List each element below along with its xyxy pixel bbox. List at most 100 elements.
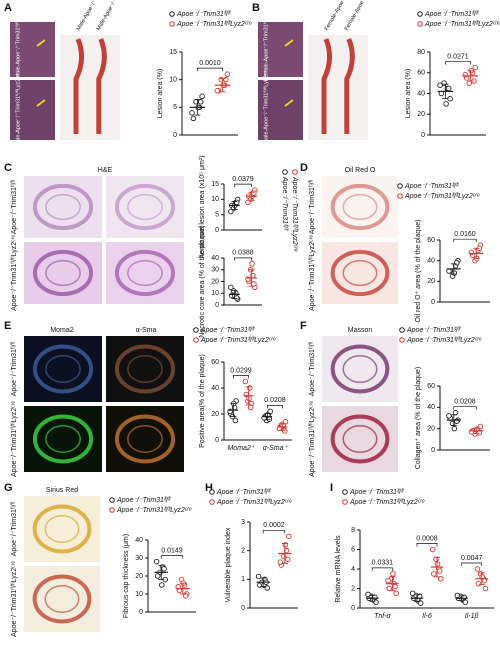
data-point	[454, 259, 460, 266]
aorta-bg	[308, 35, 368, 140]
p-value: 0.0379	[232, 176, 254, 183]
row-label: Apoe⁻/⁻Trim31ᶠˡ/ᶠˡ	[309, 342, 316, 397]
panel-title: H&E	[98, 167, 113, 174]
ord-image-lumen	[342, 259, 378, 287]
data-point	[390, 571, 396, 577]
data-point	[190, 115, 197, 122]
col-label: Moma2	[50, 327, 73, 334]
p-value: 0.0002	[263, 522, 285, 529]
sd-bar	[473, 427, 480, 434]
if-image-lumen	[45, 425, 81, 453]
sd-bar	[369, 594, 376, 602]
group-label: Il-6	[422, 613, 432, 620]
data-point	[247, 404, 254, 411]
legend-label: Apoe⁻/⁻Trim31ᶠˡ/ᶠˡLyz2ᶜʳᵉ	[404, 193, 480, 200]
legend-label: Apoe⁻/⁻Trim31ᶠˡ/ᶠˡ	[404, 183, 459, 190]
he-image-tissue	[114, 183, 176, 231]
legend-marker	[399, 327, 405, 333]
group-label: Il-1β	[465, 613, 479, 620]
y-tick-label: 0	[215, 302, 219, 309]
y-tick-label: 40	[427, 258, 435, 265]
sd-bar	[279, 423, 286, 431]
y-axis-label: Oil red O⁺ area (% of the plaque)	[415, 220, 422, 323]
ord-image-tissue	[330, 249, 390, 297]
he-image-tissue	[32, 183, 94, 231]
y-tick-label: 15	[211, 181, 219, 188]
sd-bar	[231, 289, 238, 299]
y-tick-label: 5	[173, 104, 177, 111]
data-point	[436, 568, 443, 574]
y-tick-label: 0	[173, 132, 177, 139]
sd-bar	[248, 191, 255, 201]
y-tick-label: 0	[241, 605, 245, 612]
p-bracket	[234, 183, 252, 188]
row-label: Male-Apoe⁻/⁻Trim31ᶠˡ/ᶠˡ	[14, 22, 21, 79]
if-image-tissue	[32, 344, 94, 394]
ord-image-tissue	[330, 183, 390, 231]
y-tick-label: 40	[135, 537, 143, 544]
row-label: Apoe⁻/⁻Trim31ᶠˡ/ᶠˡLyz2ᶜʳᵉ	[11, 401, 18, 477]
legend-marker	[209, 489, 215, 495]
data-point	[447, 95, 453, 102]
y-tick-label: 10	[211, 196, 219, 203]
p-value: 0.0299	[230, 367, 252, 374]
panel-title: Sirius Red	[46, 487, 78, 494]
arrow	[36, 39, 46, 107]
panel-letter: E	[4, 320, 11, 332]
p-bracket	[160, 555, 184, 559]
y-tick-label: 6	[351, 546, 355, 553]
data-point	[392, 583, 398, 590]
y-tick-label: 1	[241, 576, 245, 583]
group-label: α-Sma⁺	[263, 445, 289, 452]
panel-title: Oil Red O	[345, 167, 376, 174]
y-tick-label: 40	[417, 90, 425, 97]
data-point	[365, 591, 371, 598]
y-tick-label: 30	[211, 267, 219, 274]
sd-bar	[231, 201, 238, 210]
data-point	[286, 533, 292, 540]
p-bracket	[445, 61, 471, 65]
y-tick-label: 0	[351, 605, 355, 612]
y-axis-label: Lesion area (%)	[405, 69, 412, 118]
group-label: Tnf-α	[374, 613, 391, 620]
row-label: Apoe⁻/⁻Trim31ᶠˡ/ᶠˡ	[11, 180, 18, 235]
data-point	[255, 573, 262, 580]
data-point	[242, 378, 249, 385]
y-axis-label: Relative mRNA levels	[335, 535, 342, 603]
data-point	[393, 590, 399, 597]
aorta	[321, 38, 332, 134]
p-bracket	[453, 238, 477, 243]
y-tick-label: 5	[215, 212, 219, 219]
sd-bar	[260, 577, 267, 587]
data-point	[475, 580, 482, 587]
legend-label: Apoe⁻/⁻Trim31ᶠˡ/ᶠˡLyz2ᶜʳᵉ	[116, 507, 192, 514]
sd-bar	[219, 78, 226, 93]
data-point	[477, 423, 484, 430]
y-tick-label: 0	[421, 132, 425, 139]
data-point	[251, 190, 257, 196]
if-image-lumen	[45, 355, 81, 383]
he-image-lumen	[45, 193, 81, 221]
sirius-image-lumen	[44, 585, 80, 613]
y-tick-label: 30	[135, 555, 143, 562]
legend-label: Apoe⁻/⁻Trim31ᶠˡ/ᶠˡLyz2ᶜʳᵉ	[176, 21, 252, 28]
y-tick-label: 60	[427, 383, 435, 390]
data-point	[466, 80, 473, 86]
panel-letter: F	[300, 320, 307, 332]
legend-label: Apoe⁻/⁻Trim31ᶠˡ/ᶠˡ	[424, 11, 479, 18]
legend-marker	[169, 21, 175, 27]
legend-label: Apoe⁻/⁻Trim31ᶠˡ/ᶠˡLyz2ᶜʳᵉ	[200, 337, 276, 344]
p-value: 0.0331	[372, 560, 394, 567]
masson-image-lumen	[342, 425, 378, 453]
data-point	[437, 82, 443, 88]
y-axis-label: Positive area(% of the plaque)	[199, 354, 206, 448]
sd-bar	[230, 403, 237, 418]
p-value: 0.0010	[199, 60, 221, 67]
sd-bar	[473, 247, 480, 260]
panel-letter: H	[205, 482, 213, 494]
data-point	[434, 561, 441, 567]
p-value: 0.0160	[454, 231, 476, 238]
p-bracket	[233, 375, 249, 379]
sd-bar	[264, 412, 271, 421]
y-tick-label: 0	[215, 437, 219, 444]
